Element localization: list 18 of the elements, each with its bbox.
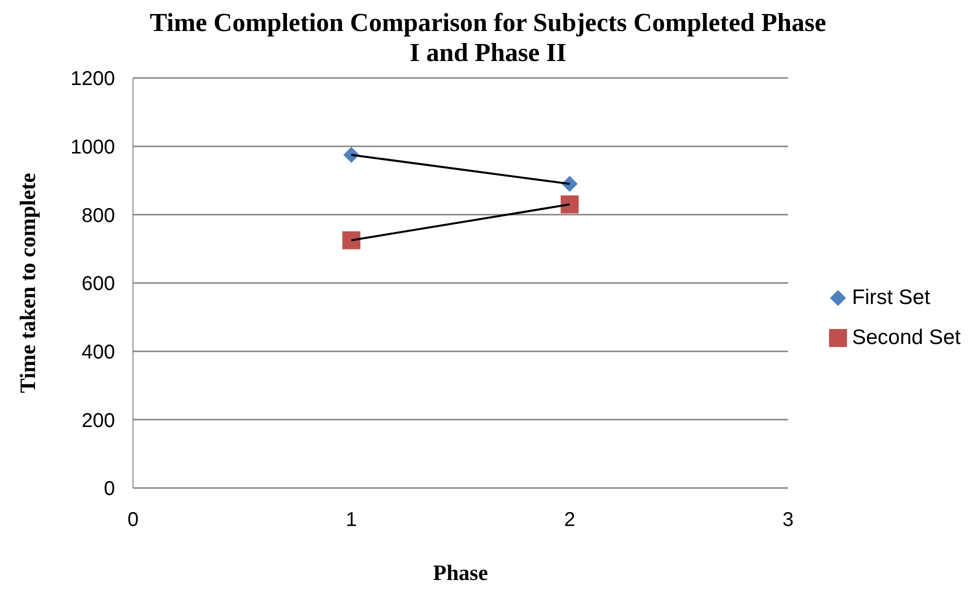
y-axis-title: Time taken to complete [15, 172, 41, 394]
x-tick-label: 0 [127, 509, 139, 532]
y-tick-label: 800 [82, 204, 115, 227]
x-axis-title: Phase [432, 560, 489, 586]
legend-label: First Set [852, 286, 930, 310]
point [560, 195, 579, 214]
y-tick-label: 0 [104, 478, 115, 500]
x-tick-label: 3 [782, 509, 794, 532]
x-tick-label: 1 [346, 509, 357, 532]
y-tick-label: 600 [82, 273, 115, 296]
y-tick-label: 1000 [70, 136, 115, 158]
point [342, 231, 360, 250]
y-tick-label: 400 [82, 341, 115, 364]
legend-label: Second Set [852, 326, 961, 350]
y-tick-label: 200 [82, 410, 115, 432]
chart-title: Time Completion Comparison for Subjects Completed Phase I and Phase II [148, 8, 828, 68]
x-tick-label: 2 [564, 509, 576, 532]
y-tick-label: 1200 [70, 68, 115, 90]
